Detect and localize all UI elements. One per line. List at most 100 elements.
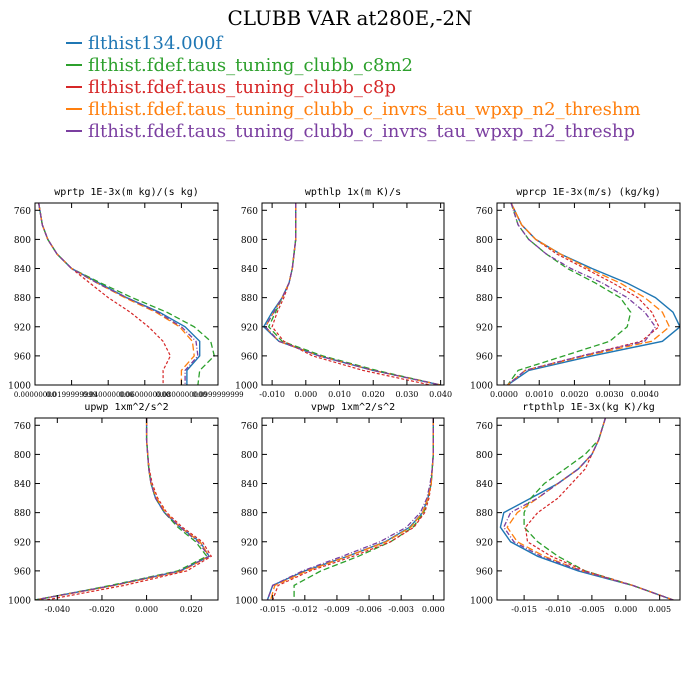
- y-tick-label: 840: [14, 265, 31, 275]
- legend-label: flthist134.000f: [88, 33, 223, 54]
- series-line: [38, 203, 172, 385]
- legend-item: flthist134.000f: [66, 33, 641, 55]
- series-line: [499, 418, 674, 600]
- x-tick-label: 0.0400000000: [83, 391, 134, 399]
- panel-title: wprcp 1E-3x(m/s) (kg/kg): [516, 187, 661, 198]
- y-tick-label: 880: [14, 509, 31, 519]
- plot-frame: [496, 202, 681, 386]
- legend-swatch: [66, 107, 82, 110]
- legend-swatch: [66, 41, 82, 44]
- series-line: [507, 203, 660, 385]
- x-tick-label: 0.020: [180, 605, 203, 614]
- x-tick-label: 0.005: [648, 605, 671, 614]
- series-line: [262, 203, 441, 385]
- x-tick-label: 0.000: [422, 605, 445, 614]
- x-tick-label: -0.020: [89, 605, 115, 614]
- panel-title: wpthlp 1x(m K)/s: [305, 187, 401, 198]
- x-tick-label: 0.030: [395, 390, 418, 399]
- series-line: [266, 418, 434, 600]
- chart-panel: wpthlp 1x(m K)/s 760 800 840 880 920 960 1000-0…: [235, 187, 452, 399]
- x-tick-label: 0.0020: [560, 390, 588, 399]
- legend-item: flthist.fdef.taus_tuning_clubb_c_invrs_t…: [66, 99, 641, 121]
- x-tick-label: -0.010: [545, 605, 571, 614]
- chart-panel: wprtp 1E-3x(m kg)/(s kg) 760 800 840 880 920 9…: [8, 187, 244, 399]
- chart-panel: vpwp 1xm^2/s^27608008408809209601000-0.0…: [235, 402, 445, 614]
- y-tick-label: 960: [241, 567, 258, 577]
- y-tick-label: 880: [476, 294, 493, 304]
- chart-panel: upwp 1xm^2/s^2 760 800 840 880 920 960 1000 -0.0…: [8, 402, 219, 614]
- panel-title: vpwp 1xm^2/s^2: [311, 402, 395, 413]
- figure-title: CLUBB VAR at280E,-2N: [227, 6, 473, 30]
- series-line: [267, 203, 441, 385]
- y-tick-label: 760: [241, 422, 258, 432]
- series-line: [38, 203, 199, 385]
- series-line: [38, 203, 195, 385]
- y-tick-label: 880: [241, 294, 258, 304]
- x-tick-label: -0.015: [511, 605, 537, 614]
- y-tick-label: 760: [14, 422, 31, 432]
- panel-title: rtpthlp 1E-3x(kg K)/kg: [522, 402, 654, 413]
- series-line: [503, 418, 674, 600]
- series-line: [507, 203, 671, 385]
- y-tick-label: 960: [14, 567, 31, 577]
- x-tick-label: -0.006: [356, 605, 382, 614]
- series-line: [507, 203, 680, 385]
- y-tick-label: 960: [14, 352, 31, 362]
- plot-frame: [261, 417, 445, 601]
- series-line: [38, 203, 201, 385]
- y-tick-label: 920: [14, 538, 31, 548]
- legend-item: flthist.fdef.taus_tuning_clubb_c8p: [66, 77, 641, 99]
- y-tick-label: 840: [241, 480, 258, 490]
- series-line: [266, 418, 434, 600]
- y-tick-label: 800: [241, 451, 258, 461]
- series-line: [269, 418, 434, 600]
- y-tick-label: 1000: [470, 597, 493, 607]
- y-tick-label: 840: [241, 265, 258, 275]
- y-tick-label: 760: [241, 207, 258, 217]
- y-tick-label: 760: [14, 207, 31, 217]
- chart-panel: rtpthlp 1E-3x(kg K)/kg 760 800 840 880 920 960…: [470, 402, 681, 614]
- y-tick-label: 1000: [235, 597, 258, 607]
- x-tick-label: 0.040: [429, 390, 452, 399]
- plot-frame: [34, 202, 219, 386]
- x-tick-label: 0.010: [328, 390, 351, 399]
- legend: flthist134.000f flthist.fdef.taus_tuning…: [66, 33, 641, 143]
- y-tick-label: 920: [476, 538, 493, 548]
- series-line: [46, 418, 213, 600]
- legend-label: flthist.fdef.taus_tuning_clubb_c8p: [88, 77, 396, 98]
- x-tick-label: -0.015: [260, 605, 286, 614]
- legend-item: flthist.fdef.taus_tuning_clubb_c_invrs_t…: [66, 121, 641, 143]
- legend-swatch: [66, 85, 82, 88]
- series-line: [264, 203, 441, 385]
- y-tick-label: 800: [476, 451, 493, 461]
- y-tick-label: 800: [241, 236, 258, 246]
- y-tick-label: 800: [14, 236, 31, 246]
- series-line: [523, 418, 674, 600]
- x-tick-label: 0.0600000000: [119, 391, 170, 399]
- y-tick-label: 840: [476, 480, 493, 490]
- series-line: [524, 418, 674, 600]
- plot-frame: [496, 417, 681, 601]
- plot-frame: [261, 202, 445, 386]
- x-tick-label: 0.020: [362, 390, 385, 399]
- legend-swatch: [66, 63, 82, 66]
- x-tick-label: 0.0800000000: [156, 391, 207, 399]
- y-tick-label: 800: [476, 236, 493, 246]
- legend-label: flthist.fdef.taus_tuning_clubb_c_invrs_t…: [88, 99, 641, 120]
- x-tick-label: 0.0010: [525, 390, 553, 399]
- x-tick-label: 0.0199999999: [46, 391, 97, 399]
- x-tick-label: -0.040: [45, 605, 71, 614]
- y-tick-label: 840: [14, 480, 31, 490]
- x-tick-label: -0.012: [292, 605, 318, 614]
- x-tick-label: 0.00000000: [14, 391, 56, 399]
- y-tick-label: 880: [14, 294, 31, 304]
- x-tick-label: -0.005: [579, 605, 605, 614]
- y-tick-label: 960: [241, 352, 258, 362]
- y-tick-label: 800: [14, 451, 31, 461]
- x-tick-label: -0.003: [388, 605, 414, 614]
- legend-swatch: [66, 129, 82, 132]
- y-tick-label: 1000: [8, 382, 31, 392]
- series-line: [507, 203, 657, 385]
- series-line: [264, 203, 441, 385]
